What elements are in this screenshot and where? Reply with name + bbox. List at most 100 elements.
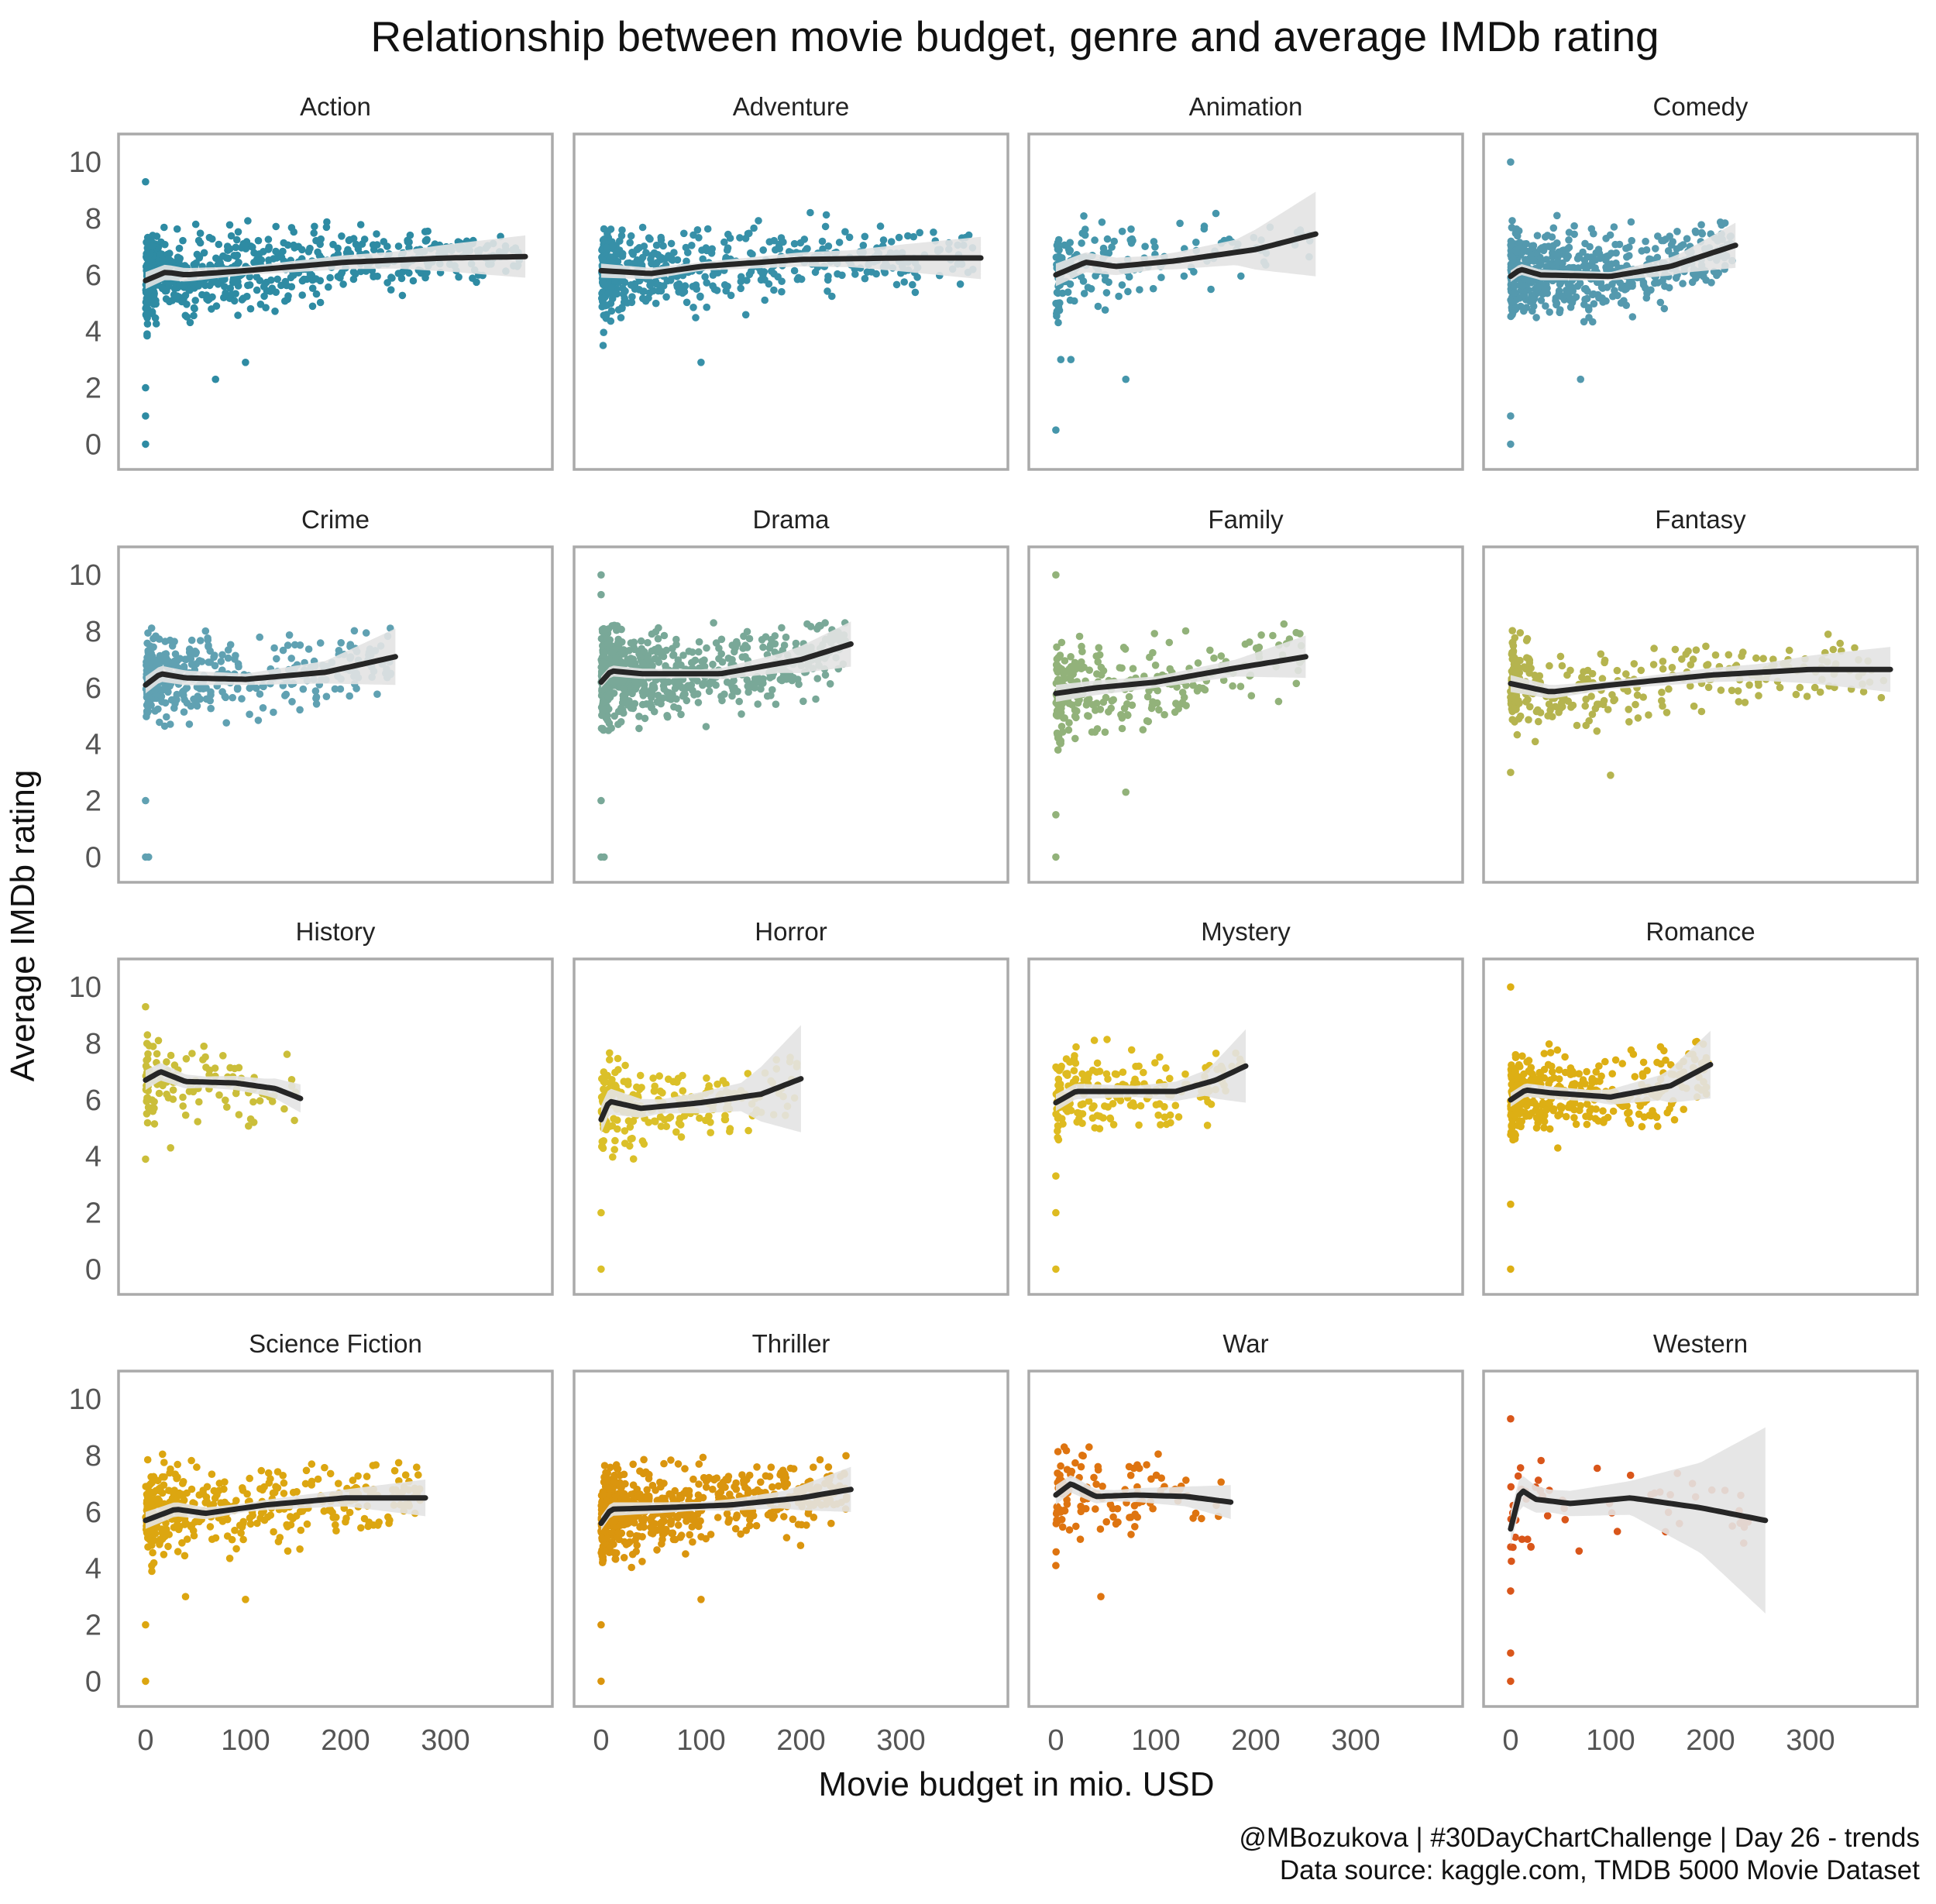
- data-point: [208, 235, 216, 243]
- data-point: [1120, 704, 1129, 713]
- data-point: [200, 1042, 208, 1050]
- data-point: [1639, 1072, 1647, 1080]
- data-point: [264, 1469, 273, 1477]
- data-point: [1683, 235, 1691, 243]
- data-point: [1078, 648, 1086, 655]
- data-point: [1515, 1060, 1523, 1069]
- data-point: [145, 853, 153, 861]
- data-point: [674, 679, 682, 687]
- data-point: [628, 1134, 636, 1143]
- data-point: [1156, 1053, 1164, 1061]
- data-point: [1545, 1099, 1553, 1107]
- data-point: [710, 619, 717, 627]
- data-point: [720, 1115, 729, 1124]
- data-point: [312, 290, 321, 298]
- data-point: [346, 1508, 354, 1517]
- data-point: [614, 639, 622, 647]
- data-point: [754, 700, 762, 708]
- data-point: [1200, 222, 1209, 230]
- data-point: [206, 647, 215, 655]
- facet-label-drama: Drama: [752, 505, 830, 534]
- data-point: [737, 277, 745, 286]
- data-point: [298, 246, 306, 254]
- data-point: [233, 251, 242, 259]
- data-point: [182, 684, 191, 693]
- data-point: [770, 236, 778, 245]
- data-point: [655, 1072, 663, 1080]
- data-point: [790, 239, 799, 248]
- data-point: [1101, 728, 1109, 736]
- data-point: [1189, 681, 1197, 689]
- data-point: [373, 272, 381, 280]
- data-point: [156, 651, 164, 660]
- data-point: [1062, 1105, 1071, 1113]
- data-point: [1535, 717, 1542, 726]
- data-point: [1212, 1050, 1220, 1057]
- data-point: [766, 674, 774, 682]
- data-point: [1717, 686, 1725, 694]
- data-point: [1541, 286, 1549, 294]
- data-point: [174, 292, 181, 301]
- data-point: [260, 1516, 269, 1524]
- data-point: [679, 651, 687, 659]
- data-point: [207, 688, 215, 696]
- data-point: [1643, 289, 1651, 297]
- data-point: [1518, 281, 1526, 290]
- data-point: [245, 1122, 253, 1130]
- data-point: [1652, 245, 1659, 253]
- data-point: [1608, 1070, 1616, 1077]
- data-point: [151, 1530, 160, 1538]
- data-point: [1127, 1046, 1136, 1054]
- data-point: [329, 240, 337, 249]
- data-point: [1149, 648, 1157, 657]
- data-point: [414, 1471, 422, 1479]
- data-point: [1738, 652, 1745, 660]
- data-point: [1639, 1058, 1648, 1067]
- data-point: [223, 1103, 231, 1111]
- data-point: [759, 246, 767, 254]
- data-point: [672, 1128, 680, 1136]
- data-point: [1052, 1208, 1060, 1217]
- confidence-band-comedy: [1510, 222, 1736, 282]
- data-point: [1527, 1064, 1535, 1071]
- data-point: [640, 648, 648, 656]
- data-point: [1567, 264, 1576, 273]
- data-point: [1549, 224, 1558, 232]
- data-point: [199, 1056, 207, 1064]
- data-point: [1057, 723, 1066, 730]
- data-point: [316, 639, 325, 647]
- data-point: [179, 1093, 187, 1102]
- data-point: [1638, 1122, 1646, 1131]
- data-point: [601, 301, 610, 310]
- data-point: [1549, 1106, 1557, 1115]
- data-point: [686, 683, 694, 692]
- data-point: [648, 690, 657, 698]
- data-point: [600, 1137, 607, 1145]
- data-point: [1150, 238, 1158, 246]
- data-point: [386, 1516, 394, 1524]
- data-point: [900, 278, 908, 286]
- data-point: [332, 1527, 340, 1535]
- data-point: [155, 635, 163, 643]
- y-tick-label: 0: [85, 1665, 101, 1698]
- data-point: [179, 236, 187, 245]
- data-point: [150, 1098, 158, 1106]
- data-point: [1058, 700, 1066, 708]
- data-point: [1511, 1050, 1520, 1059]
- data-point: [1090, 1036, 1099, 1044]
- data-point: [222, 289, 229, 297]
- data-point: [1703, 662, 1711, 669]
- data-point: [1104, 1103, 1112, 1111]
- data-point: [406, 231, 414, 239]
- data-point: [1176, 219, 1184, 228]
- data-point: [670, 249, 678, 256]
- data-point: [304, 248, 313, 256]
- data-point: [1608, 280, 1616, 288]
- panel-frame: [1482, 545, 1919, 884]
- data-point: [771, 632, 779, 640]
- data-point: [956, 280, 965, 288]
- data-point: [1601, 658, 1608, 667]
- data-point: [726, 234, 734, 242]
- data-point: [204, 636, 212, 644]
